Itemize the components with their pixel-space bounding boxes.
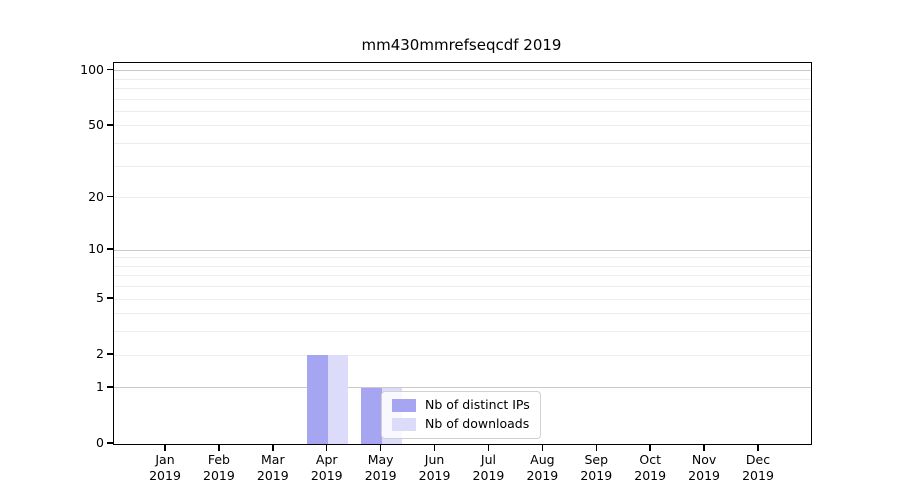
chart-title: mm430mmrefseqcdf 2019 [361, 36, 562, 54]
gridline-y-3 [114, 331, 811, 333]
plot-area [113, 62, 812, 445]
downloads-swatch-icon [392, 418, 416, 431]
gridline-y-5 [114, 298, 811, 300]
x-tick-label-jul: Jul 2019 [472, 452, 505, 483]
y-tick-label-20: 20 [88, 188, 104, 204]
gridline-y-6 [114, 286, 811, 288]
bar-downloads-apr [327, 355, 348, 444]
distinct-ips-swatch-icon [392, 399, 416, 412]
gridline-y-7 [114, 275, 811, 277]
gridline-y-40 [114, 143, 811, 145]
gridline-y-8 [114, 265, 811, 267]
y-tick-label-50: 50 [88, 116, 104, 132]
legend: Nb of distinct IPs Nb of downloads [381, 391, 541, 439]
gridline-y-9 [114, 257, 811, 259]
gridline-y-2 [114, 354, 811, 356]
y-tick-mark-1 [107, 386, 113, 388]
y-tick-mark-2 [107, 353, 113, 355]
x-tick-label-dec: Dec 2019 [742, 452, 774, 483]
legend-label-downloads: Nb of downloads [425, 416, 530, 432]
x-tick-label-apr: Apr 2019 [310, 452, 343, 483]
y-tick-mark-20 [107, 195, 113, 198]
x-tick-mark-apr [325, 444, 328, 451]
gridline-y-70 [114, 98, 811, 100]
gridline-y-90 [114, 78, 811, 80]
gridline-y-1 [114, 387, 811, 389]
gridline-y-60 [114, 110, 811, 112]
legend-label-distinct-ips: Nb of distinct IPs [425, 397, 530, 413]
gridline-y-100 [114, 70, 811, 72]
y-tick-label-100: 100 [80, 61, 104, 77]
gridline-y-80 [114, 87, 811, 89]
x-tick-label-jun: Jun 2019 [418, 452, 451, 483]
x-tick-label-may: May 2019 [364, 452, 397, 483]
gridline-y-20 [114, 197, 811, 199]
x-tick-mark-sep [595, 444, 598, 451]
y-tick-mark-10 [107, 248, 113, 250]
gridline-y-50 [114, 125, 811, 127]
x-tick-mark-jul [487, 444, 490, 451]
y-tick-label-10: 10 [88, 240, 104, 256]
x-tick-label-mar: Mar 2019 [256, 452, 289, 483]
x-tick-label-sep: Sep 2019 [580, 452, 613, 483]
y-tick-mark-0 [107, 442, 113, 444]
x-tick-label-jan: Jan 2019 [149, 452, 181, 483]
x-tick-mark-oct [649, 444, 651, 451]
gridline-y-30 [114, 165, 811, 167]
x-tick-label-oct: Oct 2019 [634, 452, 667, 483]
x-tick-label-aug: Aug 2019 [526, 452, 559, 483]
y-tick-mark-5 [107, 297, 113, 299]
y-tick-mark-50 [107, 124, 113, 126]
x-tick-mark-jan [164, 444, 166, 451]
gridline-y-4 [114, 313, 811, 315]
y-tick-mark-100 [107, 68, 113, 71]
legend-item-downloads: Nb of downloads [392, 418, 530, 431]
legend-item-distinct-ips: Nb of distinct IPs [392, 399, 530, 412]
x-tick-mark-aug [541, 444, 544, 451]
bar-distinct-ips-apr [306, 355, 328, 444]
y-tick-label-1: 1 [96, 378, 104, 394]
bar-distinct-ips-may [360, 387, 382, 444]
x-tick-mark-dec [757, 444, 759, 451]
y-tick-label-0: 0 [96, 434, 104, 450]
gridline-y-10 [114, 249, 811, 251]
x-tick-mark-jun [433, 444, 436, 451]
y-tick-label-2: 2 [96, 345, 104, 361]
x-tick-label-nov: Nov 2019 [688, 452, 720, 483]
y-tick-label-5: 5 [96, 289, 104, 305]
x-tick-mark-feb [218, 444, 220, 451]
x-tick-label-feb: Feb 2019 [203, 452, 235, 483]
x-tick-mark-mar [272, 444, 274, 451]
x-tick-mark-may [379, 444, 382, 451]
x-tick-mark-nov [703, 444, 705, 451]
